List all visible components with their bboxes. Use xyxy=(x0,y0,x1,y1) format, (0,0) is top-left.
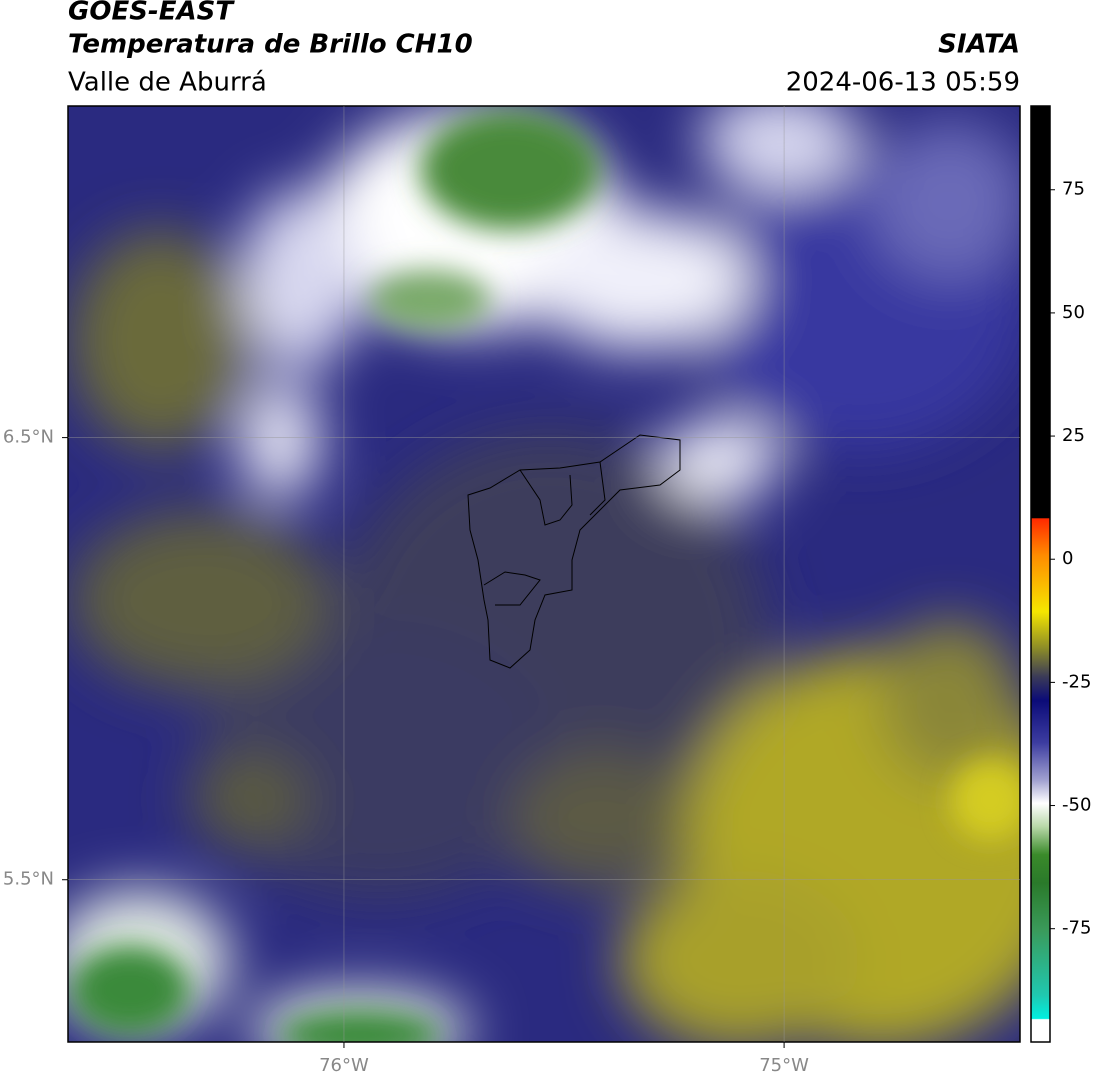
datetime: 2024-06-13 05:59 xyxy=(786,68,1020,98)
colorbar xyxy=(1030,105,1051,1043)
municipal-boundaries xyxy=(467,434,681,669)
satellite-image xyxy=(68,106,1020,1042)
region: Valle de Aburrá xyxy=(68,68,267,98)
y-tick-label: 6.5°N xyxy=(3,427,54,448)
y-tick-label: 5.5°N xyxy=(3,869,54,890)
subtitle: Temperatura de Brillo CH10 xyxy=(68,30,473,60)
map-frame xyxy=(67,105,1021,1043)
colorbar-tick-label: -50 xyxy=(1062,795,1091,816)
colorbar-tick-label: -75 xyxy=(1062,918,1091,939)
colorbar-tick-label: -25 xyxy=(1062,671,1091,692)
colorbar-tick-label: 75 xyxy=(1062,179,1085,200)
colorbar-tick-label: 25 xyxy=(1062,425,1085,446)
x-tick-label: 76°W xyxy=(319,1055,369,1076)
source: SIATA xyxy=(938,30,1020,60)
colorbar-tick-label: 0 xyxy=(1062,548,1073,569)
colorbar-tick-label: 50 xyxy=(1062,302,1085,323)
title: GOES-EAST xyxy=(68,0,235,27)
x-tick-label: 75°W xyxy=(759,1055,809,1076)
